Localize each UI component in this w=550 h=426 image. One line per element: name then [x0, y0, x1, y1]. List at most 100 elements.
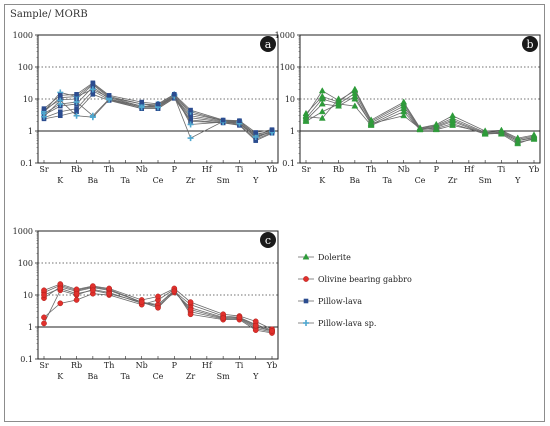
- y-tick-label: 100: [18, 259, 33, 268]
- x-tick-label: Zr: [448, 176, 458, 185]
- data-point: [90, 80, 96, 86]
- data-point: [432, 125, 440, 133]
- data-point: [269, 127, 275, 132]
- data-point: [351, 85, 359, 92]
- x-tick-label: Th: [104, 361, 115, 370]
- x-tick-label: K: [57, 176, 64, 185]
- panel-a: 0.1 1 10 100 1000 Sr K Rb Ba Th Ta Nb Ce P Zr Hf Sm Ti Y Yb…: [13, 31, 279, 185]
- data-point: [188, 119, 193, 124]
- data-point: [73, 297, 80, 303]
- panel-label: c: [265, 234, 271, 247]
- data-point: [73, 99, 80, 106]
- data-point: [335, 100, 342, 107]
- x-tick-label: Y: [252, 176, 259, 185]
- y-tick-label: 10: [23, 291, 33, 300]
- legend-marker: [302, 253, 310, 260]
- data-point: [155, 293, 161, 300]
- y-tick-label: 1: [28, 127, 33, 136]
- panel-c: 0.1 1 10 100 1000 Sr K Rb Ba Th Ta Nb Ce P Zr Hf Sm Ti Y Yb…: [13, 227, 279, 381]
- data-point: [302, 112, 310, 120]
- data-point: [187, 299, 194, 305]
- y-tick-label: 1000: [13, 31, 33, 40]
- y-tick-label: 1000: [275, 31, 295, 40]
- data-point: [90, 287, 96, 294]
- data-point: [57, 93, 63, 98]
- data-point: [89, 114, 96, 121]
- data-point: [220, 315, 226, 321]
- data-point: [106, 96, 113, 103]
- x-tick-label: Ce: [415, 176, 426, 185]
- data-point: [74, 109, 79, 115]
- data-point: [57, 97, 64, 104]
- data-point: [57, 109, 63, 115]
- x-tick-label: Hf: [464, 165, 475, 174]
- panel-label-badge: [260, 36, 276, 52]
- data-point: [187, 306, 194, 313]
- data-point: [514, 140, 522, 147]
- data-point: [90, 92, 96, 97]
- data-point: [351, 102, 359, 109]
- data-point: [89, 86, 96, 93]
- data-point: [351, 95, 359, 102]
- x-tick-label: Ta: [121, 176, 131, 185]
- x-tick-label: Yb: [266, 361, 277, 370]
- x-tick-label: Ce: [153, 372, 164, 381]
- data-point: [498, 130, 505, 137]
- x-tick-label: P: [172, 361, 178, 370]
- data-point: [367, 119, 375, 127]
- data-point: [530, 134, 538, 141]
- x-tick-label: Th: [366, 165, 377, 174]
- x-tick-label: Ti: [235, 165, 243, 174]
- x-tick-label: Sr: [39, 361, 48, 370]
- legend: Dolerite Olivine bearing gabbro Pillow-lav…: [298, 253, 412, 328]
- data-point: [41, 320, 47, 327]
- y-tick-label: 1: [290, 127, 295, 136]
- series-line: [302, 95, 538, 147]
- data-point: [106, 285, 112, 292]
- legend-item: Pillow-lava: [298, 297, 362, 306]
- x-tick-label: P: [172, 165, 178, 174]
- data-point: [481, 128, 489, 135]
- x-tick-label: Ta: [383, 176, 393, 185]
- legend-label: Olivine bearing gabbro: [318, 275, 412, 284]
- x-tick-label: Hf: [202, 361, 213, 370]
- data-point: [318, 92, 326, 99]
- data-point: [187, 135, 194, 142]
- y-tick-label: 100: [280, 63, 295, 72]
- data-point: [400, 98, 408, 105]
- panel-label-badge: [260, 232, 276, 248]
- data-point: [188, 115, 193, 121]
- data-point: [155, 101, 161, 107]
- data-point: [318, 100, 326, 107]
- panel-label: a: [265, 38, 272, 51]
- x-tick-label: Nb: [136, 361, 148, 370]
- x-tick-label: Sm: [479, 176, 492, 185]
- y-tick-label: 1: [28, 323, 33, 332]
- legend-item: Dolerite: [298, 253, 351, 262]
- data-point: [253, 138, 259, 143]
- data-point: [106, 93, 112, 98]
- panel-label: b: [526, 38, 533, 51]
- data-point: [318, 114, 326, 121]
- data-point: [138, 104, 145, 111]
- data-point: [73, 112, 80, 119]
- x-tick-label: Sm: [217, 176, 230, 185]
- legend-item: Pillow-lava sp.: [298, 319, 376, 328]
- x-tick-label: Ti: [235, 361, 243, 370]
- x-tick-label: Rb: [333, 165, 344, 174]
- x-tick-label: Ba: [350, 176, 361, 185]
- data-point: [400, 112, 408, 119]
- legend-marker: [303, 276, 309, 282]
- data-point: [57, 113, 63, 119]
- data-point: [139, 99, 145, 105]
- y-tick-label: 10: [23, 95, 33, 104]
- figure-frame: [4, 4, 545, 422]
- x-tick-label: Nb: [136, 165, 148, 174]
- data-point: [41, 287, 47, 294]
- legend-label: Dolerite: [318, 253, 351, 262]
- data-point: [318, 108, 326, 115]
- x-tick-label: Sr: [39, 165, 48, 174]
- data-point: [138, 299, 145, 305]
- x-tick-label: Ba: [88, 372, 99, 381]
